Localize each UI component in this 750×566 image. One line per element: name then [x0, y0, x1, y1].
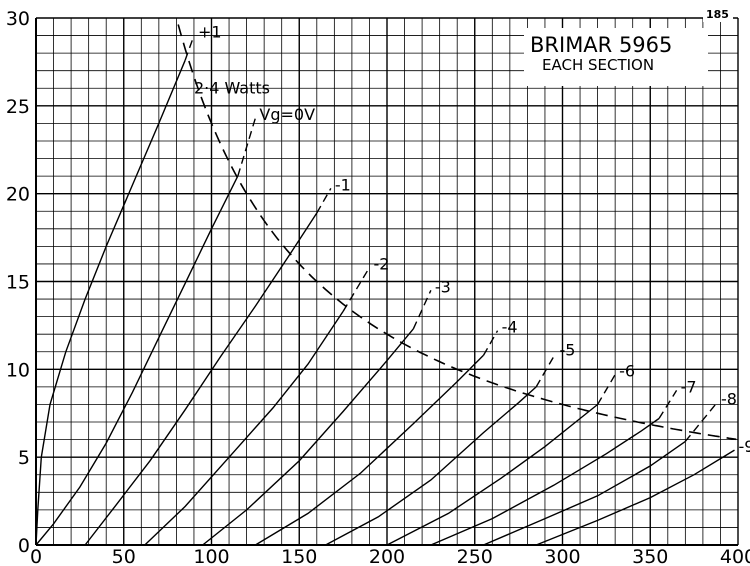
- chart-subtitle: EACH SECTION: [542, 56, 654, 74]
- curve-label: -8: [721, 390, 737, 409]
- plate-curve: [202, 328, 414, 546]
- x-tick-label: 150: [281, 546, 317, 566]
- title-background: [524, 28, 708, 86]
- y-tick-label: 0: [18, 535, 30, 557]
- curve-label: -4: [502, 318, 518, 337]
- x-tick-label: 300: [544, 546, 580, 566]
- chart-title: BRIMAR 5965: [530, 33, 672, 57]
- plate-curve: [144, 311, 344, 546]
- plate-curves: [35, 35, 735, 546]
- x-tick-label: 250: [457, 546, 493, 566]
- x-tick-label: 350: [632, 546, 668, 566]
- grid: [35, 17, 739, 546]
- plate-curve-extension: [184, 35, 195, 61]
- dissipation-curve-group: [177, 24, 737, 441]
- x-tick-label: 200: [369, 546, 405, 566]
- curve-label: -7: [681, 377, 697, 396]
- plate-curve-extension: [535, 353, 557, 388]
- plate-curve-extension: [342, 267, 371, 312]
- curve-label: +1: [198, 23, 222, 42]
- plate-curve-extension: [658, 390, 678, 419]
- plate-curve-extension: [316, 188, 332, 214]
- y-tick-label: 10: [6, 359, 30, 381]
- plate-curve-extension: [684, 402, 718, 442]
- curve-label: -9: [738, 437, 750, 456]
- plate-curve: [483, 440, 686, 546]
- x-tick-label: 50: [112, 546, 136, 566]
- dissipation-label: 2·4 Watts: [194, 79, 270, 98]
- y-tick-label: 30: [6, 8, 30, 30]
- plate-curve: [35, 59, 186, 546]
- plate-curve: [386, 403, 599, 546]
- dissipation-curve: [177, 24, 737, 441]
- curve-label: -2: [373, 254, 389, 273]
- curve-label: -3: [435, 277, 451, 296]
- x-tick-label: 400: [720, 546, 750, 566]
- plate-curve: [535, 449, 735, 546]
- y-tick-label: 15: [6, 272, 30, 294]
- corner-background: [703, 6, 733, 22]
- plate-curve: [35, 175, 239, 546]
- curve-label: Vg=0V: [259, 105, 315, 124]
- x-tick-label: 100: [193, 546, 229, 566]
- y-tick-label: 5: [18, 447, 30, 469]
- x-tick-label: 0: [30, 546, 42, 566]
- curve-label: -6: [619, 362, 635, 381]
- plate-curve: [84, 212, 318, 546]
- corner-number: 185: [706, 8, 729, 21]
- curve-labels: +1 Vg=0V -1 -2 -3 -4 -5 -6 -7 -8 -9 2·4 Watts: [194, 23, 750, 457]
- plate-curve: [325, 386, 537, 546]
- y-tick-label: 20: [6, 184, 30, 206]
- plate-curve-extension: [482, 330, 499, 356]
- y-tick-label: 25: [6, 96, 30, 118]
- curve-label: -1: [335, 175, 351, 194]
- tick-labels: 0 50 100 150 200 250 300 350 400 0 5 10 15 20 25 30: [6, 8, 750, 566]
- plate-curve: [430, 417, 660, 546]
- plate-curve-extension: [412, 289, 432, 330]
- plate-curve-extension: [237, 117, 257, 177]
- plate-curve: [255, 354, 484, 546]
- curve-label: -5: [559, 341, 575, 360]
- plate-curve-extension: [596, 374, 616, 405]
